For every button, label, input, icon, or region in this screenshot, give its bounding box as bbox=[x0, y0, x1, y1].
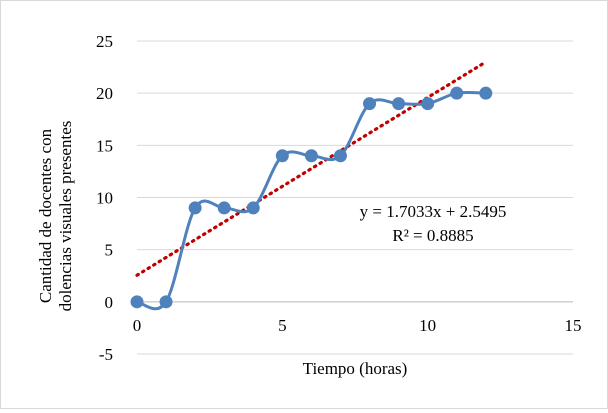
trendline-r-squared: R² = 0.8885 bbox=[392, 226, 473, 245]
y-tick-label: 10 bbox=[96, 189, 113, 208]
data-point bbox=[450, 86, 464, 100]
data-point bbox=[392, 97, 406, 111]
data-point bbox=[217, 201, 231, 215]
data-point bbox=[363, 97, 377, 111]
y-axis-label-line1: Cantidad de docentes con bbox=[36, 128, 55, 303]
y-tick-label: 25 bbox=[96, 32, 113, 51]
x-tick-label: 15 bbox=[565, 316, 582, 335]
data-point bbox=[304, 149, 318, 163]
data-point bbox=[333, 149, 347, 163]
data-point bbox=[421, 97, 435, 111]
y-axis-label-line2: dolencias visuales presentes bbox=[56, 121, 75, 312]
data-point bbox=[188, 201, 202, 215]
x-tick-label: 10 bbox=[419, 316, 436, 335]
trendline-equation: y = 1.7033x + 2.5495 bbox=[360, 202, 507, 221]
y-tick-label: 20 bbox=[96, 84, 113, 103]
y-tick-label: 5 bbox=[105, 241, 114, 260]
y-tick-label: -5 bbox=[99, 345, 113, 364]
data-point bbox=[130, 295, 144, 309]
gridlines bbox=[137, 40, 573, 355]
data-point bbox=[275, 149, 289, 163]
x-tick-label: 0 bbox=[133, 316, 142, 335]
x-tick-label: 5 bbox=[278, 316, 287, 335]
x-axis-label: Tiempo (horas) bbox=[303, 359, 408, 378]
data-point bbox=[246, 201, 260, 215]
series-line bbox=[136, 90, 486, 311]
y-tick-label: 0 bbox=[105, 293, 114, 312]
series-group bbox=[130, 86, 493, 311]
tick-labels: -5 0 5 10 15 20 25 0 5 10 15 bbox=[96, 32, 582, 364]
data-point bbox=[159, 295, 173, 309]
y-tick-label: 15 bbox=[96, 136, 113, 155]
data-point bbox=[479, 86, 493, 100]
